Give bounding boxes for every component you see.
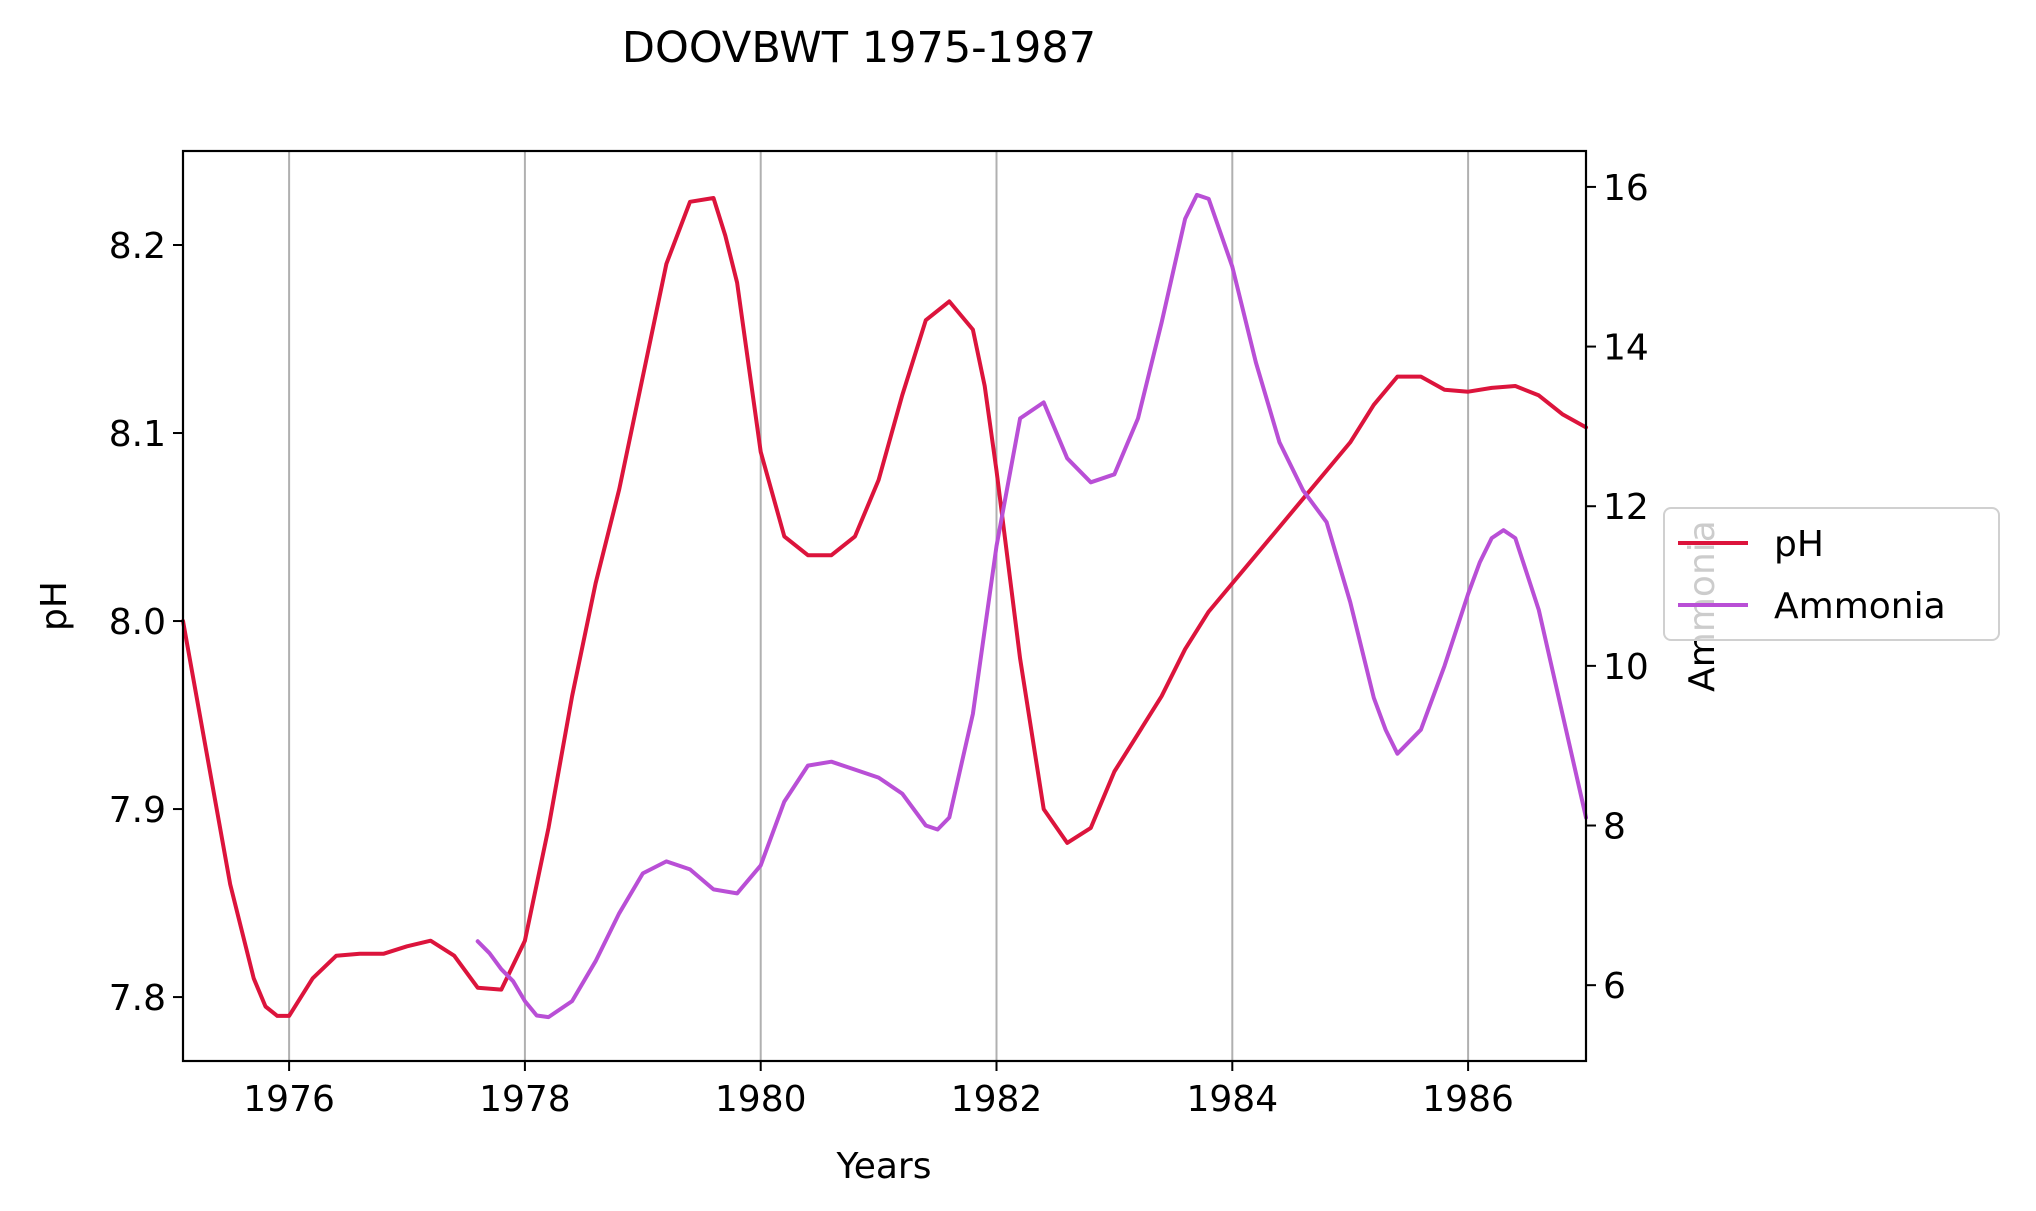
series-line-ammonia [475,192,1588,1020]
x-tick-label: 1980 [715,1079,807,1120]
x-axis-ticks: 1976 1978 1980 1982 1984 1986 [243,1061,1514,1120]
x-tick-label: 1986 [1422,1079,1514,1120]
series-layer [181,192,1588,1020]
y2-tick-label: 16 [1603,168,1649,209]
legend-label-ammonia: Ammonia [1774,586,1946,627]
y-tick-label: 8.1 [109,414,166,455]
vertical-gridlines [288,151,1470,1061]
y-axis-label: pH [34,581,75,631]
x-axis-label: Years [836,1146,932,1187]
series-line-ph [181,196,1588,1018]
y2-tick-label: 8 [1603,807,1626,848]
legend-label-ph: pH [1774,524,1824,565]
x-tick-label: 1984 [1186,1079,1278,1120]
y2-tick-label: 14 [1603,328,1649,369]
y-tick-label: 8.0 [109,602,166,643]
y2-tick-label: 12 [1603,487,1649,528]
x-tick-label: 1976 [243,1079,335,1120]
legend: pH Ammonia [1663,507,2000,641]
y-tick-label: 8.2 [109,226,166,267]
x-tick-label: 1982 [951,1079,1043,1120]
y-tick-label: 7.9 [109,790,166,831]
y2-tick-label: 10 [1603,647,1649,688]
y-axis-ticks: 7.8 7.9 8.0 8.1 8.2 [109,226,183,1019]
plot-frame [181,149,1588,1063]
y-tick-label: 7.8 [109,978,166,1019]
x-tick-label: 1978 [479,1079,571,1120]
y2-axis-ticks: 6 8 10 12 14 16 [1586,168,1649,1007]
y2-tick-label: 6 [1603,966,1626,1007]
chart-title: DOOVBWT 1975-1987 [622,23,1096,73]
